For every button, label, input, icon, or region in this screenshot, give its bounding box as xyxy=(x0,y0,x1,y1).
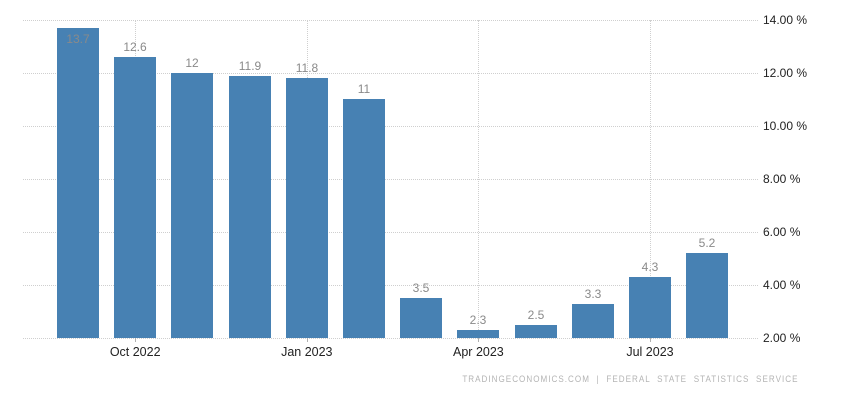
y-axis-tick-label: 6.00 % xyxy=(763,225,801,239)
bar[interactable] xyxy=(57,28,99,338)
source-attribution: TRADINGECONOMICS.COM | FEDERAL STATE STA… xyxy=(461,374,798,385)
y-axis-tick-label: 12.00 % xyxy=(763,66,808,80)
plot-area: 13.7 12.6 12 11.9 11.8 11 3.5 2.3 2.5 3.3 4.3 5.2 xyxy=(23,20,758,339)
bar[interactable] xyxy=(400,298,442,338)
bar-value-label: 11.9 xyxy=(238,59,262,73)
x-axis-tick-label: Apr 2023 xyxy=(453,345,504,359)
vertical-gridline xyxy=(650,20,651,338)
bar[interactable] xyxy=(457,330,499,338)
horizontal-gridline xyxy=(23,179,758,180)
bar[interactable] xyxy=(572,304,614,338)
horizontal-gridline xyxy=(23,338,758,339)
horizontal-gridline xyxy=(23,285,758,286)
bar[interactable] xyxy=(114,57,156,338)
horizontal-gridline xyxy=(23,126,758,127)
bar-value-label: 4.3 xyxy=(641,260,659,274)
bar[interactable] xyxy=(629,277,671,338)
x-axis-tick-label: Jan 2023 xyxy=(281,345,333,359)
x-axis-tick-mark xyxy=(307,338,308,342)
bar[interactable] xyxy=(686,253,728,338)
horizontal-gridline xyxy=(23,20,758,21)
bar[interactable] xyxy=(286,78,328,338)
bar-value-label: 2.3 xyxy=(469,313,487,327)
y-axis-tick-label: 8.00 % xyxy=(763,172,801,186)
bar-value-label: 3.5 xyxy=(412,281,430,295)
bar[interactable] xyxy=(171,73,213,338)
bar[interactable] xyxy=(515,325,557,338)
bar-value-label: 12.6 xyxy=(123,40,147,54)
bar[interactable] xyxy=(229,76,271,338)
horizontal-gridline xyxy=(23,73,758,74)
horizontal-gridline xyxy=(23,232,758,233)
y-axis-tick-label: 10.00 % xyxy=(763,119,808,133)
bar-value-label: 2.5 xyxy=(527,308,545,322)
bar-value-label: 3.3 xyxy=(584,287,602,301)
y-axis-tick-label: 14.00 % xyxy=(763,13,808,27)
bar[interactable] xyxy=(343,99,385,338)
x-axis-tick-label: Jul 2023 xyxy=(626,345,674,359)
y-axis-tick-label: 2.00 % xyxy=(763,331,801,345)
bar-value-label: 13.7 xyxy=(66,32,90,46)
bar-value-label: 11.8 xyxy=(295,61,319,75)
x-axis-tick-mark xyxy=(478,338,479,342)
bar-value-label: 12 xyxy=(185,56,199,70)
x-axis-tick-mark xyxy=(135,338,136,342)
x-axis-tick-mark xyxy=(650,338,651,342)
bar-value-label: 11 xyxy=(357,82,371,96)
x-axis-tick-label: Oct 2022 xyxy=(109,345,161,359)
vertical-gridline xyxy=(478,20,479,338)
bar-value-label: 5.2 xyxy=(698,236,716,250)
y-axis-tick-label: 4.00 % xyxy=(763,278,801,292)
